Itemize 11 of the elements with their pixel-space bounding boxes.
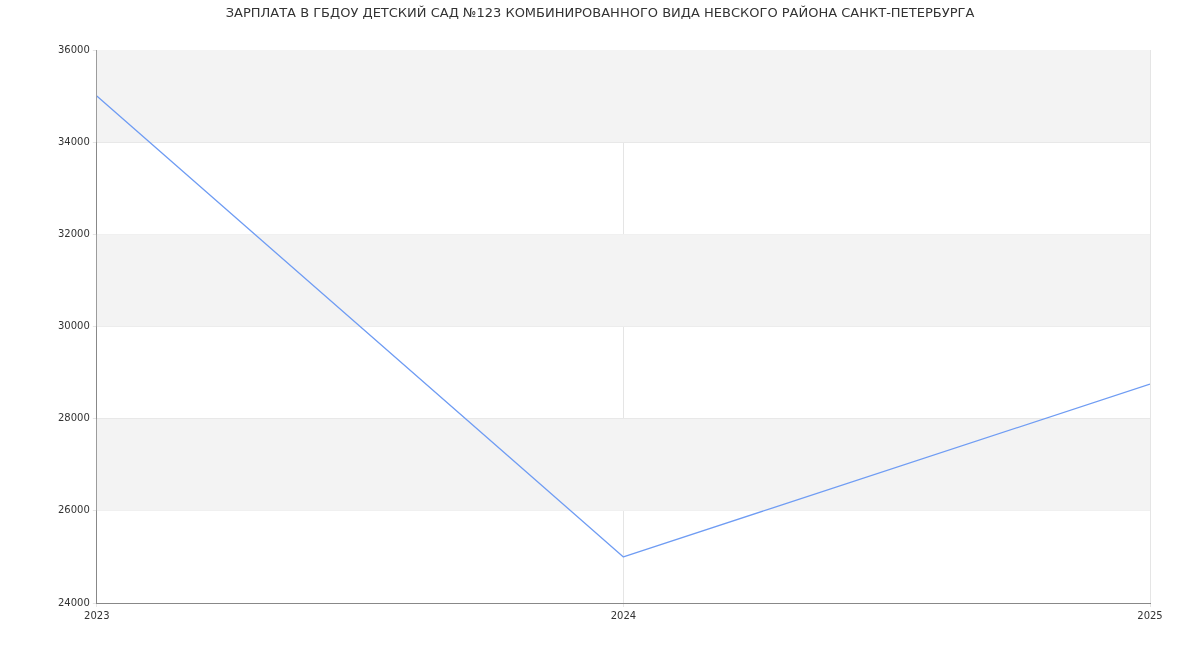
x-tick-label: 2025 xyxy=(1137,609,1163,621)
y-tick-label: 30000 xyxy=(58,320,90,332)
chart-title: ЗАРПЛАТА В ГБДОУ ДЕТСКИЙ САД №123 КОМБИНИРОВАННОГО ВИДА НЕВСКОГО РАЙОНА САНКТ-ПЕТЕРБУРГА xyxy=(224,5,976,20)
x-tick-label: 2024 xyxy=(610,609,637,621)
y-tick-label: 28000 xyxy=(58,412,90,424)
y-tick-label: 24000 xyxy=(58,596,90,608)
y-tick-label: 32000 xyxy=(58,227,90,239)
y-tick-label: 26000 xyxy=(58,504,90,516)
x-tick-label: 2023 xyxy=(84,609,110,621)
y-tick-label: 36000 xyxy=(58,43,90,55)
y-tick-label: 34000 xyxy=(58,135,90,147)
